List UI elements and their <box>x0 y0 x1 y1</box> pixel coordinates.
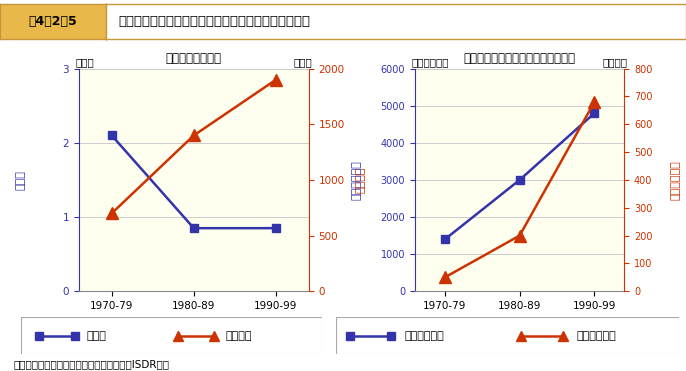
Title: 自然災害の数と経済的被害額の関係: 自然災害の数と経済的被害額の関係 <box>464 52 576 65</box>
FancyBboxPatch shape <box>336 317 679 354</box>
Text: 被災者数: 被災者数 <box>226 331 252 341</box>
Text: 経済的被害額: 経済的被害額 <box>576 331 616 341</box>
Text: 出典：世界防災白書（国連国際防災戦略（ISDR））: 出典：世界防災白書（国連国際防災戦略（ISDR）） <box>14 359 169 369</box>
Text: 自然災害の数: 自然災害の数 <box>412 57 449 67</box>
Text: 十億ドル: 十億ドル <box>603 57 628 67</box>
Title: 死者数と被災者数: 死者数と被災者数 <box>166 52 222 65</box>
Text: 百万人: 百万人 <box>294 57 312 67</box>
Text: 死者数: 死者数 <box>87 331 107 341</box>
Text: 図4－2－5: 図4－2－5 <box>29 15 78 28</box>
FancyBboxPatch shape <box>21 317 322 354</box>
Text: 自然災害の数: 自然災害の数 <box>405 331 445 341</box>
Text: 自然災害の数: 自然災害の数 <box>352 160 362 200</box>
Text: 百万人: 百万人 <box>75 57 94 67</box>
Text: 経済的被害額: 経済的被害額 <box>671 160 681 200</box>
Text: 死者数: 死者数 <box>16 170 25 190</box>
Text: 被災者数: 被災者数 <box>355 167 365 193</box>
Text: 自然災害の数，死者数，被災者数，経済被害額の推移: 自然災害の数，死者数，被災者数，経済被害額の推移 <box>118 15 310 28</box>
